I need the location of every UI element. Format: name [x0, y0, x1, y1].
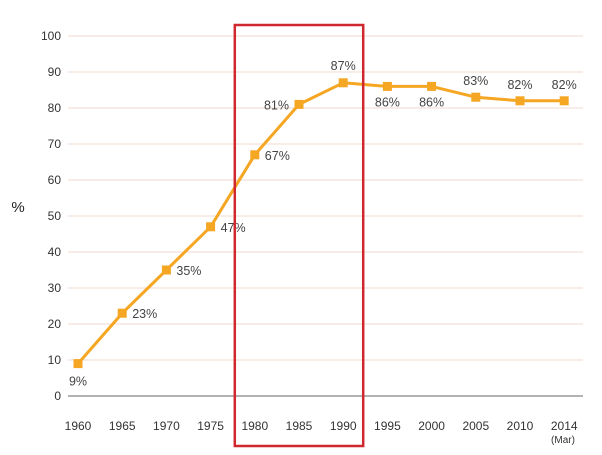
data-point — [471, 92, 481, 102]
y-tick-label: 20 — [48, 317, 62, 331]
grid-lines — [68, 35, 583, 361]
y-tick-label: 0 — [54, 389, 61, 403]
x-tick-label: 1970 — [153, 419, 180, 433]
data-point — [250, 150, 260, 160]
y-tick-label: 40 — [48, 245, 62, 259]
y-tick-label: 90 — [48, 65, 62, 79]
y-tick-label: 70 — [48, 137, 62, 151]
x-tick-label: 2005 — [462, 419, 489, 433]
y-tick-label: 10 — [48, 353, 62, 367]
series-line — [76, 81, 565, 365]
data-label: 86% — [419, 95, 444, 109]
y-tick-label: 60 — [48, 173, 62, 187]
data-label: 87% — [331, 59, 356, 73]
data-label: 67% — [265, 149, 290, 163]
data-labels: 9% 23% 35% 47% 67% 81% 87% 86% 86% 83% 82% 82% — [69, 59, 577, 389]
data-point — [559, 96, 569, 106]
x-axis-sublabel: (Mar) — [551, 435, 575, 446]
data-point — [515, 96, 525, 106]
y-tick-label: 80 — [48, 101, 62, 115]
y-tick-label: 50 — [48, 209, 62, 223]
data-label: 23% — [132, 307, 157, 321]
x-tick-label: 2014 — [551, 419, 578, 433]
highlight-box — [233, 23, 365, 448]
x-tick-label: 2000 — [418, 419, 445, 433]
x-axis: 1960 1965 1970 1975 1980 1985 1990 1995 2000 2005… — [65, 419, 578, 433]
y-tick-label: 100 — [41, 29, 61, 43]
data-label: 9% — [69, 375, 87, 389]
x-tick-label: 1980 — [241, 419, 268, 433]
x-tick-label: 1960 — [65, 419, 92, 433]
data-point — [117, 308, 127, 318]
series-markers — [73, 78, 569, 369]
data-point — [206, 222, 216, 232]
data-point — [294, 99, 304, 109]
x-tick-label: 1995 — [374, 419, 401, 433]
data-label: 81% — [264, 98, 289, 112]
y-tick-label: 30 — [48, 281, 62, 295]
data-label: 86% — [375, 95, 400, 109]
data-point — [338, 78, 348, 88]
y-axis: 0 10 20 30 40 50 60 70 80 90 100 — [41, 29, 61, 403]
y-axis-label: % — [11, 199, 24, 216]
data-point — [161, 265, 171, 275]
data-label: 35% — [176, 264, 201, 278]
x-tick-label: 1990 — [330, 419, 357, 433]
data-label: 82% — [552, 78, 577, 92]
data-point — [382, 81, 392, 91]
x-tick-label: 1965 — [109, 419, 136, 433]
data-label: 83% — [463, 74, 488, 88]
x-tick-label: 1985 — [286, 419, 313, 433]
x-tick-label: 1975 — [197, 419, 224, 433]
data-point — [427, 81, 437, 91]
data-label: 82% — [507, 78, 532, 92]
x-tick-label: 2010 — [507, 419, 534, 433]
data-point — [73, 359, 83, 369]
data-label: 47% — [221, 221, 246, 235]
